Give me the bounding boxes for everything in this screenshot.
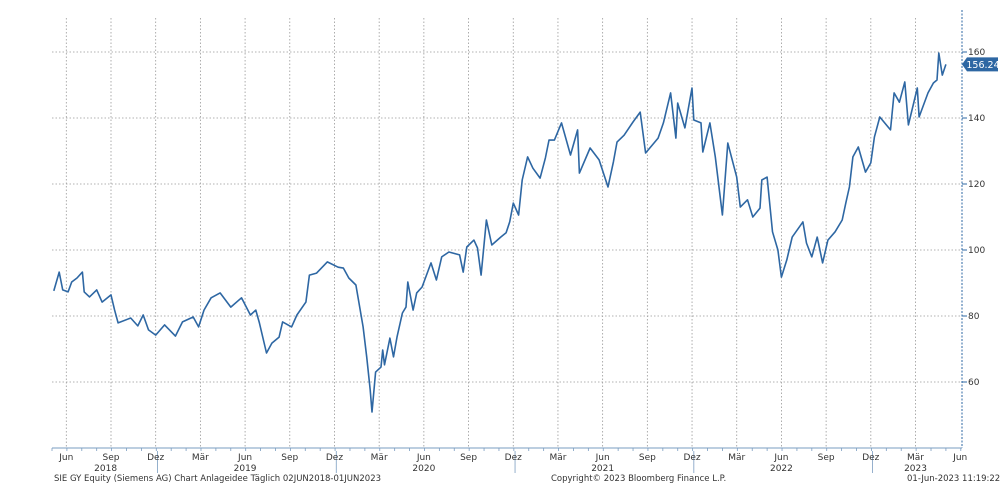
x-year-label: 2021 xyxy=(591,464,614,474)
y-tick-label: 160 xyxy=(968,48,985,58)
x-month-label: Jun xyxy=(416,453,431,463)
x-month-label: Jun xyxy=(952,453,967,463)
y-tick-label: 120 xyxy=(968,180,985,190)
x-year-label: 2023 xyxy=(904,464,927,474)
x-month-label: Dez xyxy=(147,453,164,463)
y-tick-label: 60 xyxy=(968,378,980,388)
y-tick-label: 80 xyxy=(968,312,980,322)
last-value-badge: 156.24 xyxy=(962,57,1000,72)
x-month-label: Mär xyxy=(728,453,745,463)
x-year-label: 2022 xyxy=(770,464,793,474)
x-month-label: Dez xyxy=(862,453,879,463)
price-line xyxy=(53,52,947,413)
x-month-label: Sep xyxy=(103,453,120,463)
x-year-label: 2018 xyxy=(94,464,117,474)
grid xyxy=(52,18,962,448)
x-month-label: Mär xyxy=(549,453,566,463)
x-year-label: 2020 xyxy=(412,464,435,474)
series xyxy=(53,52,947,413)
x-month-label: Sep xyxy=(281,453,298,463)
last-value-label: 156.24 xyxy=(966,60,999,71)
last-value-badge-shape xyxy=(962,57,998,72)
x-month-label: Dez xyxy=(683,453,700,463)
x-month-label: Dez xyxy=(326,453,343,463)
x-year-label: 2019 xyxy=(234,464,257,474)
tick-labels: 60 80 100 120 140 160 Jun Sep Dez Mär Jun Sep Dez Mär… xyxy=(58,48,985,474)
timestamp: 01-Jun-2023 11:19:22 xyxy=(907,474,1000,484)
x-month-label: Jun xyxy=(237,453,252,463)
chart-description: SIE GY Equity (Siemens AG) Chart Anlagei… xyxy=(54,474,382,484)
x-month-label: Jun xyxy=(773,453,788,463)
x-month-label: Mär xyxy=(371,453,388,463)
x-month-label: Mär xyxy=(192,453,209,463)
y-tick-label: 100 xyxy=(968,246,985,256)
x-month-label: Sep xyxy=(639,453,656,463)
axes xyxy=(51,10,967,473)
x-month-label: Mär xyxy=(907,453,924,463)
x-month-label: Jun xyxy=(58,453,73,463)
x-month-label: Sep xyxy=(460,453,477,463)
copyright: Copyright© 2023 Bloomberg Finance L.P. xyxy=(551,474,727,484)
y-tick-label: 140 xyxy=(968,114,985,124)
x-month-label: Jun xyxy=(595,453,610,463)
x-month-label: Sep xyxy=(818,453,835,463)
x-month-label: Dez xyxy=(505,453,522,463)
